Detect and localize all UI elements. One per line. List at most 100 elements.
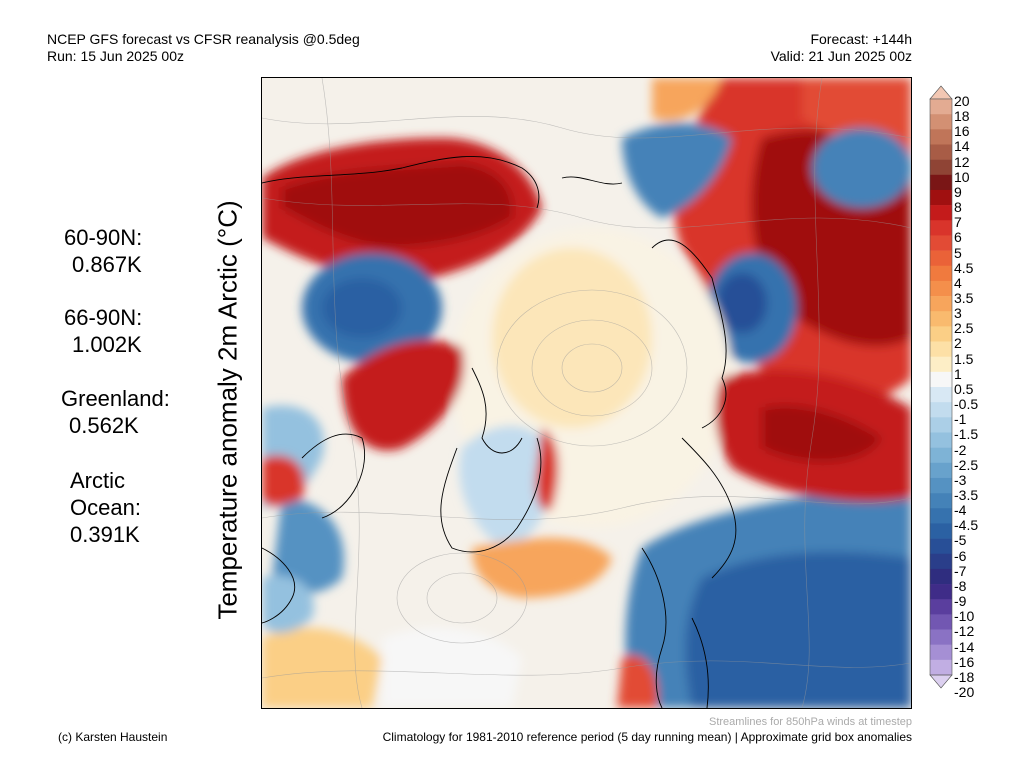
colorbar-segment [930,508,952,524]
colorbar-tick-label: -4 [954,502,967,519]
colorbar-segment [930,659,952,676]
stat-name: 60-90N: [64,225,143,250]
colorbar-segment [930,326,952,342]
climatology-note: Climatology for 1981-2010 reference peri… [382,730,912,744]
colorbar-tick-label: 1 [954,365,962,382]
colorbar-segment [930,629,952,645]
colorbar-segment [930,387,952,403]
colorbar-segment [930,553,952,570]
colorbar-tick-label: 7 [954,214,962,231]
colorbar-segment [930,599,952,615]
anomaly-map[interactable] [261,77,912,709]
colorbar-segment [930,235,952,251]
forecast-info: Forecast: +144h Valid: 21 Jun 2025 00z [771,31,912,65]
colorbar-tick-label: -18 [954,668,975,685]
stat-name: 66-90N: [64,305,143,330]
colorbar-tick-label: -1.5 [954,426,979,443]
colorbar-tick-label: 5 [954,244,962,261]
colorbar-segment [930,341,952,357]
colorbar-tick-label: 16 [954,123,970,140]
colorbar-segment [930,432,952,448]
stat-value: 0.391K [70,522,140,547]
colorbar-segment [930,311,952,327]
colorbar-tick-label: -2.5 [954,456,979,473]
valid-time: Valid: 21 Jun 2025 00z [770,48,912,64]
colorbar-tick-label: 18 [954,108,970,125]
colorbar-segment [930,265,952,282]
colorbar-segment [930,205,952,221]
colorbar-tick-label: 8 [954,199,962,216]
colorbar-segment [930,129,952,145]
colorbar-segment [930,402,952,418]
colorbar-segment [930,493,952,509]
colorbar-tick-label: -12 [954,623,975,640]
run-line: Run: 15 Jun 2025 00z [47,48,184,64]
title-line-1: NCEP GFS forecast vs CFSR reanalysis @0.… [47,31,360,47]
colorbar-tick-label: -5 [954,532,967,549]
colorbar-tick-label: 0.5 [954,380,974,397]
colorbar-tick-label: -10 [954,608,975,625]
colorbar-segment [930,280,952,297]
colorbar-tick-label: -2 [954,441,967,458]
colorbar-segment [930,614,952,630]
colorbar-tick-label: 9 [954,183,962,200]
colorbar-tick-label: -4.5 [954,517,979,534]
colorbar-segment [930,144,952,160]
stat-arctic-ocean: Arctic Ocean: 0.391K [70,467,180,548]
colorbar-tick-label: 12 [954,153,970,170]
colorbar-segment [930,174,952,191]
colorbar-tick-label: -0.5 [954,396,979,413]
stat-name: Arctic Ocean: [70,468,141,520]
colorbar-tick-label: 4 [954,274,962,291]
streamline-note: Streamlines for 850hPa winds at timestep [709,716,912,728]
colorbar-tick-label: 2 [954,335,962,352]
colorbar-outline [929,98,953,676]
colorbar-tick-label: 10 [954,168,970,185]
stat-name: Greenland: [61,386,170,411]
colorbar-segment [930,114,952,130]
colorbar-segment [930,447,952,464]
colorbar-tick-label: 20 [954,93,970,109]
colorbar-tick-label: 3 [954,305,962,322]
colorbar-tick-label: -3 [954,471,967,488]
colorbar [929,85,953,689]
colorbar-segment [930,371,952,388]
colorbar-tick-label: -16 [954,653,975,670]
colorbar-segment [930,538,952,555]
forecast-hour: Forecast: +144h [810,31,912,47]
stat-value: 0.562K [69,413,139,438]
colorbar-segment [930,356,952,373]
streamlines [262,78,911,708]
colorbar-segment [930,644,952,661]
stat-60-90n: 60-90N: 0.867K [64,224,142,278]
colorbar-segment [930,189,952,206]
colorbar-segment [930,159,952,176]
colorbar-tick-label: -8 [954,577,967,594]
colorbar-tick-label: -7 [954,562,967,579]
colorbar-segment [930,220,952,236]
colorbar-segment [930,477,952,494]
colorbar-segment [930,462,952,479]
colorbar-segment [930,296,952,312]
colorbar-segment [930,417,952,433]
stat-66-90n: 66-90N: 1.002K [64,304,142,358]
colorbar-tick-label: 6 [954,229,962,246]
map-canvas [262,78,911,708]
colorbar-tick-label: 1.5 [954,350,974,367]
stat-value: 1.002K [72,332,142,357]
colorbar-min-triangle [929,674,953,689]
y-axis-label: Temperature anomaly 2m Arctic (°C) [212,200,243,620]
colorbar-segment [930,584,952,600]
colorbar-tick-label: 4.5 [954,259,974,276]
coastlines [262,156,737,708]
colorbar-segment [930,250,952,267]
colorbar-segment [930,99,952,115]
chart-title: NCEP GFS forecast vs CFSR reanalysis @0.… [47,31,360,65]
stat-value: 0.867K [72,252,142,277]
colorbar-segment [930,568,952,585]
colorbar-tick-label: 2.5 [954,320,974,337]
colorbar-tick-label: 3.5 [954,290,974,306]
colorbar-tick-label: -3.5 [954,487,979,503]
colorbar-tick-label: -20 [954,684,975,700]
copyright: (c) Karsten Haustein [58,730,168,744]
